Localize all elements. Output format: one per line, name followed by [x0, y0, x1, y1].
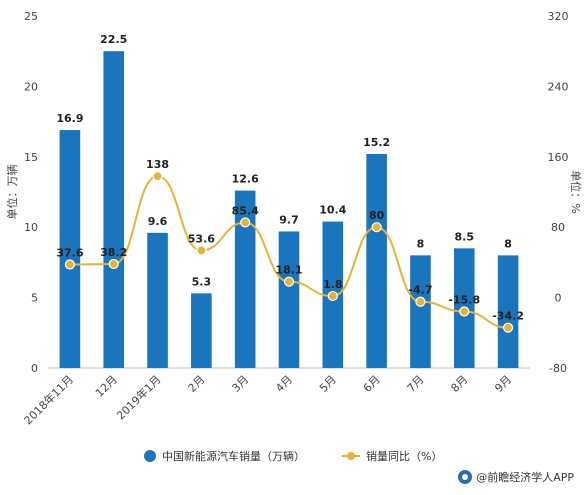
line-value-label: 138 [146, 158, 169, 171]
line-point [283, 276, 295, 287]
y-tick-label: 20 [24, 80, 38, 93]
y-right-tick-label: 0 [555, 292, 562, 305]
line-point [152, 171, 163, 182]
data-labels: 16.9 22.5 9.6 5.3 12.6 9.7 10.4 15.2 8 8.5 8 37.6 38… [56, 33, 524, 322]
bar-value-label: 12.6 [232, 173, 259, 186]
bar [103, 51, 125, 368]
bar [147, 232, 168, 368]
line-value-label: -34.2 [492, 310, 524, 323]
bar-value-label: 8 [504, 237, 512, 250]
bar-value-label: 22.5 [100, 33, 127, 46]
y-tick-label: 25 [24, 10, 38, 23]
bars [59, 51, 519, 368]
y-right-tick-label: 160 [548, 151, 569, 164]
x-tick-label: 7月 [405, 373, 427, 395]
line-value-label: 37.6 [56, 247, 83, 260]
bar-value-label: 9.7 [279, 213, 299, 226]
line-value-label: 18.1 [275, 264, 302, 277]
bar [410, 255, 431, 368]
y-tick-label: 10 [24, 221, 38, 234]
line-value-label: -4.7 [408, 284, 432, 297]
brand-logo-icon [458, 470, 473, 484]
x-tick-label: 6月 [361, 373, 383, 395]
bar [278, 231, 300, 368]
legend-bar-marker [144, 450, 156, 462]
y-right-tick-label: 240 [548, 80, 569, 93]
bar [191, 293, 212, 368]
line-point [415, 296, 426, 307]
y-right-axis-title: 单位：% [569, 170, 583, 213]
line-point [108, 258, 119, 270]
y-tick-label: 0 [31, 362, 38, 375]
line-value-label: 1.8 [323, 278, 343, 291]
line-point [327, 290, 338, 302]
line-point [502, 322, 514, 333]
line-value-label: 80 [369, 209, 385, 222]
line-point [64, 259, 76, 270]
line-value-label: -15.8 [448, 294, 480, 307]
line-value-label: 85.4 [232, 204, 259, 217]
x-tick-label: 2019年1月 [113, 372, 163, 422]
line-value-label: 53.6 [188, 232, 215, 245]
y-tick-label: 5 [31, 292, 38, 305]
line-point [240, 217, 251, 228]
bar-value-label: 5.3 [192, 275, 212, 288]
bar [366, 153, 387, 368]
line-value-label: 38.2 [100, 246, 127, 259]
y-right-tick-label: 80 [551, 221, 565, 234]
y-right-tick-label: 320 [548, 10, 569, 23]
source-credit: @前瞻经济学人APP [458, 469, 574, 485]
x-tick-label: 3月 [229, 373, 251, 395]
line-series [64, 171, 514, 333]
bar-value-label: 16.9 [56, 112, 83, 125]
x-tick-label: 8月 [448, 373, 470, 395]
x-tick-label: 12月 [93, 373, 120, 400]
bar [497, 255, 519, 368]
bar-value-label: 10.4 [319, 204, 346, 217]
line-point [371, 222, 382, 233]
x-tick-label: 9月 [492, 373, 514, 395]
legend-line-dot [347, 452, 355, 460]
bar [59, 130, 81, 368]
y-axis-title: 单位：万辆 [5, 165, 19, 220]
x-tick-label: 2018年11月 [21, 372, 76, 427]
x-tick-label: 2月 [186, 373, 208, 395]
line-point [459, 306, 470, 317]
bar-value-label: 9.6 [148, 215, 168, 228]
line-point [196, 245, 207, 256]
y-tick-label: 15 [24, 151, 38, 164]
source-label: @前瞻经济学人APP [476, 471, 574, 484]
bar-value-label: 8 [417, 237, 425, 250]
bar [234, 190, 256, 368]
x-tick-label: 5月 [317, 373, 339, 395]
legend-bar-label: 中国新能源汽车销量（万辆） [162, 449, 305, 463]
legend-line-label: 销量同比（%） [366, 449, 442, 463]
bar-value-label: 15.2 [363, 136, 390, 149]
x-tick-label: 4月 [273, 373, 295, 395]
y-right-tick-label: -80 [549, 362, 567, 375]
legend: 中国新能源汽车销量（万辆） 销量同比（%） [144, 449, 442, 463]
bar-value-label: 8.5 [455, 230, 475, 243]
